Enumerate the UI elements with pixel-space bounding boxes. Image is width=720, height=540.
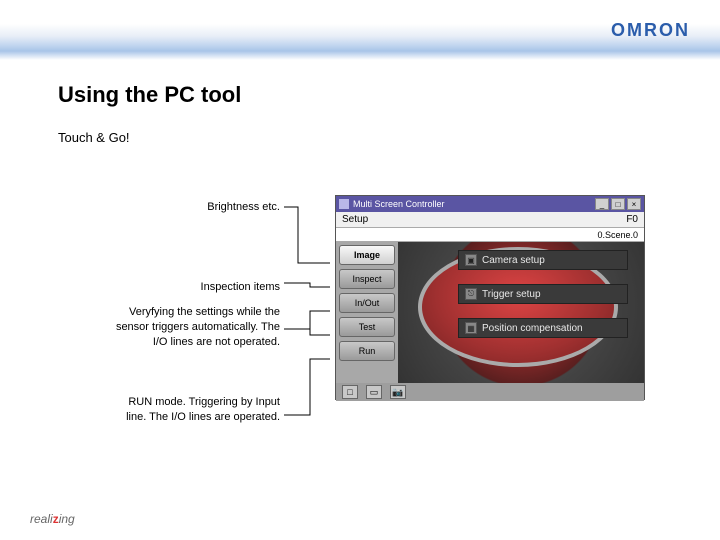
annotation-inspection: Inspection items: [201, 280, 280, 295]
menu-f0[interactable]: F0: [626, 214, 638, 225]
scene-label: 0.Scene.0: [597, 230, 638, 240]
footer-p3: ing: [59, 512, 75, 526]
minimize-button[interactable]: _: [595, 198, 609, 210]
annotation-test: Veryfying the settings while the sensor …: [110, 305, 280, 350]
tool-icon-3[interactable]: 📷: [390, 385, 406, 399]
annotation-run: RUN mode. Triggering by Input line. The …: [110, 395, 280, 425]
trigger-icon: ⎋: [465, 288, 477, 300]
bottom-toolbar: □ ▭ 📷: [336, 383, 644, 401]
connector-lines: [280, 195, 338, 435]
overlay-position-comp[interactable]: ▦ Position compensation: [458, 318, 628, 338]
side-button-panel: Image Inspect In/Out Test Run: [336, 242, 398, 383]
side-btn-inout[interactable]: In/Out: [339, 293, 395, 313]
side-btn-inspect[interactable]: Inspect: [339, 269, 395, 289]
side-btn-image[interactable]: Image: [339, 245, 395, 265]
tool-icon-2[interactable]: ▭: [366, 385, 382, 399]
camera-view: ▣ Camera setup ⎋ Trigger setup ▦ Positio…: [398, 242, 644, 383]
menu-bar: Setup F0: [336, 212, 644, 228]
footer-logo: realizing: [30, 512, 75, 526]
app-icon: [339, 199, 349, 209]
footer-p1: reali: [30, 512, 53, 526]
page-subtitle: Touch & Go!: [58, 130, 130, 145]
window-titlebar[interactable]: Multi Screen Controller _ □ ×: [336, 196, 644, 212]
overlay-camera-label: Camera setup: [482, 255, 545, 266]
overlay-trigger-label: Trigger setup: [482, 289, 541, 300]
status-line: 0.Scene.0: [336, 228, 644, 242]
app-window: Multi Screen Controller _ □ × Setup F0 0…: [335, 195, 645, 400]
menu-setup[interactable]: Setup: [342, 214, 368, 225]
brand-logo: OMRON: [611, 20, 690, 41]
position-icon: ▦: [465, 322, 477, 334]
overlay-trigger-setup[interactable]: ⎋ Trigger setup: [458, 284, 628, 304]
tool-icon-1[interactable]: □: [342, 385, 358, 399]
camera-icon: ▣: [465, 254, 477, 266]
window-title: Multi Screen Controller: [353, 199, 445, 209]
overlay-position-label: Position compensation: [482, 323, 583, 334]
annotation-brightness: Brightness etc.: [207, 200, 280, 215]
side-btn-run[interactable]: Run: [339, 341, 395, 361]
page-title: Using the PC tool: [58, 82, 241, 108]
overlay-camera-setup[interactable]: ▣ Camera setup: [458, 250, 628, 270]
close-button[interactable]: ×: [627, 198, 641, 210]
maximize-button[interactable]: □: [611, 198, 625, 210]
side-btn-test[interactable]: Test: [339, 317, 395, 337]
